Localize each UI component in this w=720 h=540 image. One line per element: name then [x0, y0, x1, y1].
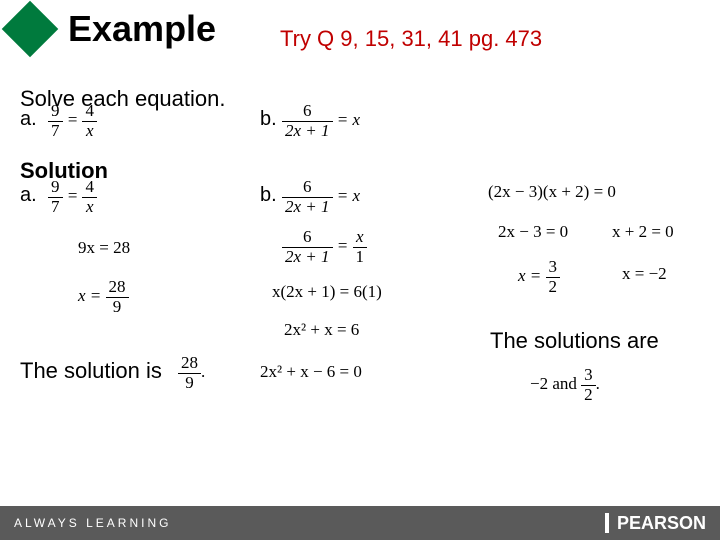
solution-a-label: a.	[20, 184, 37, 207]
solution-b-step5: 2x² + x − 6 = 0	[260, 362, 362, 382]
solution-a-step2: 9x = 28	[78, 238, 130, 258]
solution-c-step3a: x = 32	[518, 258, 560, 296]
solution-c-step3b: x = −2	[622, 264, 667, 284]
solution-c-step2a: 2x − 3 = 0	[498, 222, 568, 242]
problem-a-label: a.	[20, 108, 37, 131]
solution-a-step3: x = 289	[78, 278, 129, 316]
footer-tagline: ALWAYS LEARNING	[14, 516, 171, 530]
footer: ALWAYS LEARNING PEARSON	[0, 506, 720, 540]
try-q-text: Try Q 9, 15, 31, 41 pg. 473	[280, 26, 542, 52]
problem-b-equation: 62x + 1 = x	[282, 102, 360, 140]
footer-brand: PEARSON	[605, 513, 706, 534]
solution-b-step3: x(2x + 1) = 6(1)	[272, 282, 382, 302]
result-b-text: The solutions are	[490, 328, 659, 354]
result-a-value: 289.	[178, 354, 205, 392]
solution-b-step2: 62x + 1 = x1	[282, 228, 367, 266]
solution-c-step2b: x + 2 = 0	[612, 222, 674, 242]
problem-a-equation: 97 = 4x	[48, 102, 97, 140]
solution-b-label: b.	[260, 184, 277, 207]
slide-title: Example	[68, 8, 216, 50]
solution-b-step4: 2x² + x = 6	[284, 320, 359, 340]
solution-c-step1: (2x − 3)(x + 2) = 0	[488, 182, 616, 202]
problem-b-label: b.	[260, 108, 277, 131]
solution-b-step1: 62x + 1 = x	[282, 178, 360, 216]
pearson-bar-icon	[605, 513, 609, 533]
diamond-icon	[2, 1, 59, 58]
result-a-text: The solution is	[20, 358, 162, 384]
result-b-value: −2 and 32.	[530, 366, 600, 404]
solution-a-step1: 97 = 4x	[48, 178, 97, 216]
